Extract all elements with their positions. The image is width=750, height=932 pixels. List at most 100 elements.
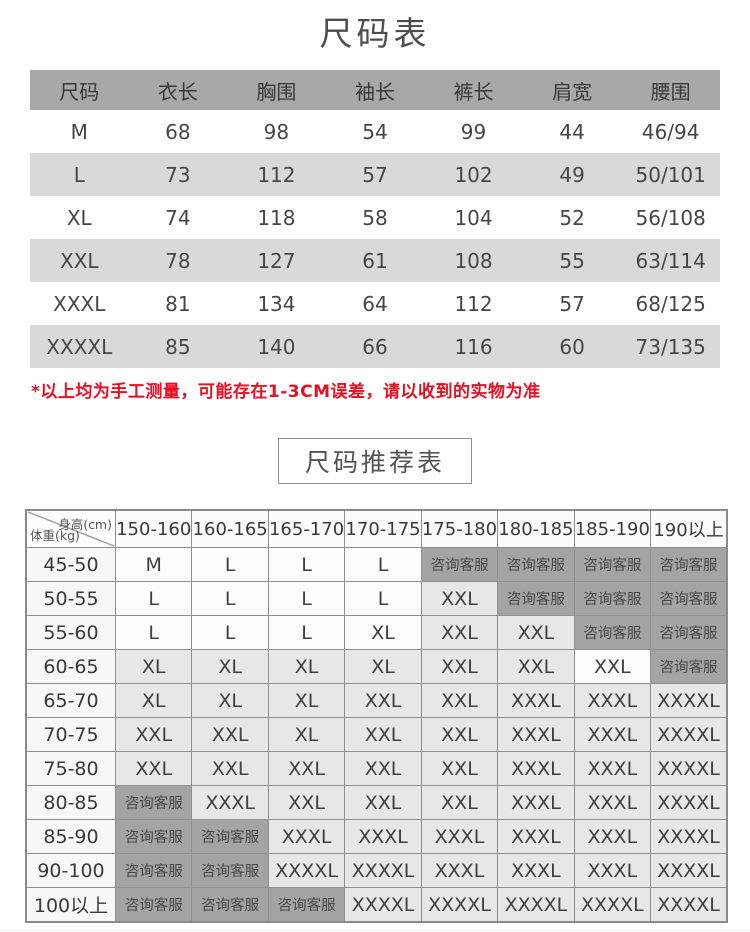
consult-service-cell: 咨询客服 [191,887,269,923]
recommend-table-title: 尺码推荐表 [304,448,445,477]
consult-service-cell: 咨询客服 [573,615,652,650]
recommend-size-cell: L [344,547,422,582]
recommend-size-cell: XXXL [573,853,652,888]
size-value-cell: 74 [165,205,191,230]
recommend-size-cell: XXXL [497,717,575,752]
size-table-row: XXL 78 127 61 108 55 63/114 [30,239,720,282]
size-table-title: 尺码表 [319,14,431,53]
recommend-size-cell: XXL [420,751,499,786]
recommend-size-cell: XXXL [497,785,575,820]
recommend-table-title-box: 尺码推荐表 [277,438,472,484]
height-header-cell: 165-170 [267,509,346,548]
weight-label-cell: 90-100 [25,853,116,888]
size-value-cell: 49 [559,162,585,187]
size-table-header-row: 尺码 衣长 胸围 袖长 裤长 肩宽 腰围 [30,70,720,110]
recommend-size-cell: XXXXL [344,887,422,923]
size-value-cell: 66 [362,334,388,359]
size-value-cell: 78 [165,248,191,273]
recommend-size-cell: L [267,547,346,582]
size-value-cell: 108 [454,248,493,273]
size-value-cell: 81 [165,291,191,316]
size-label-cell: XL [66,205,92,230]
recommend-size-cell: L [267,581,346,616]
recommend-size-cell: XXXXL [650,853,728,888]
recommend-size-cell: XXXL [497,853,575,888]
height-header-cell: 180-185 [497,509,575,548]
size-value-cell: 46/94 [641,119,700,144]
recommend-size-cell: XXL [497,649,575,684]
recommend-size-cell: XXL [344,683,422,718]
size-table-row: XXXL 81 134 64 112 57 68/125 [30,282,720,325]
bottom-divider [0,930,750,931]
recommend-table-body: 45-50 M L L L 咨询客服 咨询客服 咨询客服 咨询客服 50-55 L L L L XXL 咨询客… [25,547,728,923]
recommend-table-row: 80-85 咨询客服 XXXL XXL XXL XXL XXXL XXXL XXXXL [25,785,728,820]
recommend-size-cell: XXXXL [573,887,652,923]
corner-weight-label: 体重(kg) [30,528,80,543]
recommend-size-cell: XXL [420,649,499,684]
recommend-size-cell: XXL [191,751,269,786]
size-value-cell: 60 [559,334,585,359]
size-value-cell: 63/114 [635,248,706,273]
size-value-cell: 116 [454,334,493,359]
recommend-table-row: 45-50 M L L L 咨询客服 咨询客服 咨询客服 咨询客服 [25,547,728,582]
recommend-size-cell: XL [114,683,193,718]
weight-label-cell: 45-50 [25,547,116,582]
recommend-size-cell: M [114,547,193,582]
height-header-cell: 170-175 [344,509,422,548]
recommend-size-cell: XXXXL [650,819,728,854]
size-label-cell: XXXXL [46,334,113,359]
recommend-size-cell: XXXL [497,819,575,854]
size-label-cell: XXXL [53,291,106,316]
recommend-size-cell: XXXXL [650,751,728,786]
recommend-size-cell: XXL [344,717,422,752]
recommend-size-cell: XL [344,649,422,684]
recommend-table-row: 70-75 XXL XXL XL XXL XXL XXXL XXXL XXXXL [25,717,728,752]
weight-label-cell: 75-80 [25,751,116,786]
size-value-cell: 112 [454,291,493,316]
size-value-cell: 44 [559,119,585,144]
recommend-table-row: 85-90 咨询客服 咨询客服 XXXL XXXL XXXL XXXL XXXL XXXXL [25,819,728,854]
recommend-table-row: 50-55 L L L L XXL 咨询客服 咨询客服 咨询客服 [25,581,728,616]
consult-service-cell: 咨询客服 [650,615,728,650]
recommend-size-cell: XL [267,649,346,684]
height-header-cell: 185-190 [573,509,652,548]
recommend-table-row: 65-70 XL XL XL XXL XXL XXXL XXXL XXXXL [25,683,728,718]
size-table-header-cell: 尺码 [30,70,129,110]
size-label-cell: M [70,119,88,144]
consult-service-cell: 咨询客服 [497,547,575,582]
size-table-body: M 68 98 54 99 44 46/94 L 73 112 57 102 49 50/101 XL 74 1… [30,110,720,368]
consult-service-cell: 咨询客服 [191,819,269,854]
corner-cell: 身高(cm) 体重(kg) [25,509,116,548]
recommend-size-cell: L [191,615,269,650]
recommend-size-cell: XXL [573,649,652,684]
size-value-cell: 61 [362,248,388,273]
consult-service-cell: 咨询客服 [191,853,269,888]
size-label-cell: XXL [60,248,99,273]
size-value-cell: 68/125 [635,291,706,316]
height-header-cell: 150-160 [114,509,193,548]
recommend-size-cell: L [114,581,193,616]
consult-service-cell: 咨询客服 [573,581,652,616]
size-value-cell: 73/135 [635,334,706,359]
size-value-cell: 55 [559,248,585,273]
size-table-header-cell: 衣长 [128,70,228,110]
recommend-size-cell: XXXL [573,683,652,718]
size-value-cell: 85 [165,334,191,359]
consult-service-cell: 咨询客服 [114,785,193,820]
size-table-row: M 68 98 54 99 44 46/94 [30,110,720,153]
recommend-size-cell: XXL [114,717,193,752]
recommend-size-cell: XXXXL [650,717,728,752]
size-value-cell: 56/108 [635,205,706,230]
size-table-header-cell: 胸围 [227,70,326,110]
height-header-cell: 175-180 [420,509,499,548]
consult-service-cell: 咨询客服 [573,547,652,582]
size-table: 尺码 衣长 胸围 袖长 裤长 肩宽 腰围 M 68 98 54 99 44 46/94 L 73 112 57 1… [30,70,720,368]
size-value-cell: 104 [454,205,493,230]
recommend-size-cell: XXL [497,615,575,650]
recommend-size-cell: XXXL [420,853,499,888]
weight-label-cell: 70-75 [25,717,116,752]
recommend-size-cell: L [191,547,269,582]
weight-label-cell: 65-70 [25,683,116,718]
recommend-size-cell: XXL [344,785,422,820]
